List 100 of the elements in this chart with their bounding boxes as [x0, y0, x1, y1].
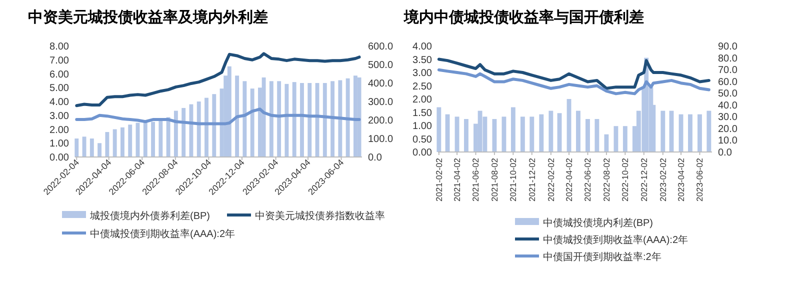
y2-tick-label: 400.0	[368, 78, 394, 90]
legend-label: 中债城投债到期收益率(AAA):2年	[90, 228, 236, 240]
bar	[330, 81, 335, 157]
bar	[98, 143, 102, 157]
y-tick-label: 7.00	[50, 55, 70, 66]
x-tick-label: 2022-04-02	[564, 158, 574, 202]
bar	[182, 108, 186, 157]
legend-label: 中债国开债到期收益率:2年	[543, 251, 662, 263]
chart-title: 境内中债城投债收益率与国开债利差	[403, 8, 644, 26]
y-tick-label: 2.00	[50, 124, 70, 136]
chart-title: 中资美元城投债收益率及境内外利差	[28, 8, 268, 26]
y-tick-label: 1.50	[412, 108, 432, 119]
y-tick-label: 6.00	[50, 69, 70, 80]
bar	[604, 134, 609, 152]
line-series	[75, 52, 361, 108]
bar	[622, 126, 628, 152]
line-series	[437, 58, 710, 90]
y-tick-label: 0.50	[412, 134, 432, 146]
bar	[174, 110, 178, 157]
x-tick-label: 2022-12-02	[638, 158, 649, 202]
y2-tick-label: 80.0	[718, 53, 738, 64]
x-tick-label: 2021-10-02	[508, 158, 518, 202]
bar	[660, 110, 666, 152]
y2-tick-label: 600.0	[368, 42, 394, 52]
y-tick-label: 2.50	[412, 81, 432, 92]
bar	[189, 104, 194, 157]
legend-label: 中债城投债境内利差(BP)	[543, 217, 653, 229]
y-tick-label: 0.00	[50, 152, 70, 164]
y2-tick-label: 0.0	[368, 152, 382, 164]
y-tick-label: 1.00	[50, 138, 70, 150]
bar	[143, 122, 148, 157]
legend-label: 城投债境内外债券利差(BP)	[89, 210, 210, 222]
y2-tick-label: 40.0	[718, 100, 738, 112]
bar	[235, 76, 240, 157]
y-tick-label: 3.50	[412, 54, 432, 66]
y2-tick-label: 60.0	[718, 76, 738, 88]
bar	[292, 82, 296, 157]
y-tick-label: 3.00	[50, 110, 70, 122]
y2-tick-label: 0.0	[718, 148, 732, 158]
bar	[204, 98, 208, 157]
line-series	[75, 108, 361, 126]
bar	[594, 119, 600, 152]
x-tick-label: 2022-08-02	[601, 158, 612, 202]
bar	[698, 114, 702, 152]
bar	[166, 117, 170, 157]
bar	[614, 126, 618, 152]
legend-label: 中债城投债到期收益率(AAA):2年	[543, 234, 688, 246]
x-tick-label: 2023-04-02	[676, 158, 686, 202]
x-tick-label: 2023-06-02	[694, 158, 705, 202]
y2-tick-label: 100.0	[368, 134, 394, 145]
y2-tick-label: 90.0	[718, 42, 738, 52]
y-tick-label: 4.00	[50, 97, 70, 108]
y-tick-label: 0.00	[412, 148, 432, 158]
line-series	[437, 68, 710, 96]
bar	[530, 116, 534, 152]
bar	[436, 107, 442, 152]
bar	[338, 80, 342, 157]
y2-tick-label: 10.0	[718, 136, 738, 147]
bar	[300, 83, 304, 157]
y-tick-label: 2.00	[412, 94, 432, 106]
bar	[277, 81, 282, 157]
bar	[510, 107, 516, 152]
bar	[158, 119, 163, 157]
y2-tick-label: 500.0	[368, 60, 394, 71]
bar	[353, 76, 358, 157]
y2-tick-label: 50.0	[718, 88, 738, 100]
bar	[262, 77, 266, 157]
bar	[250, 88, 254, 157]
bar	[128, 124, 132, 157]
bar	[586, 119, 590, 152]
x-tick-label: 2021-08-02	[489, 158, 500, 202]
y-tick-label: 4.00	[412, 42, 432, 52]
bar	[112, 129, 117, 157]
y2-tick-label: 30.0	[718, 112, 738, 124]
bar	[227, 66, 232, 157]
bar	[492, 119, 497, 152]
y2-tick-label: 200.0	[368, 116, 394, 126]
x-tick-label: 2023-02-02	[658, 158, 668, 202]
bar	[322, 83, 327, 157]
bar	[242, 81, 247, 157]
y-tick-label: 5.00	[50, 83, 70, 94]
x-tick-label: 2022-06-02	[582, 158, 593, 202]
bar	[90, 138, 94, 157]
x-tick-label: 2021-02-02	[434, 158, 444, 202]
bar	[688, 114, 692, 152]
y-tick-label: 3.00	[412, 68, 432, 79]
bar	[120, 127, 124, 157]
y2-tick-label: 20.0	[718, 124, 738, 135]
bar	[308, 83, 312, 157]
bar	[105, 132, 110, 157]
y-tick-label: 8.00	[50, 42, 70, 52]
bar	[464, 119, 468, 152]
bar	[151, 122, 155, 157]
bar	[576, 110, 580, 152]
bar	[269, 81, 274, 157]
bar	[346, 78, 350, 157]
bar	[284, 84, 289, 157]
bar	[520, 116, 525, 152]
legend-label: 中资美元城投债券指数收益率	[255, 210, 385, 222]
x-tick-label: 2021-04-02	[452, 158, 462, 202]
